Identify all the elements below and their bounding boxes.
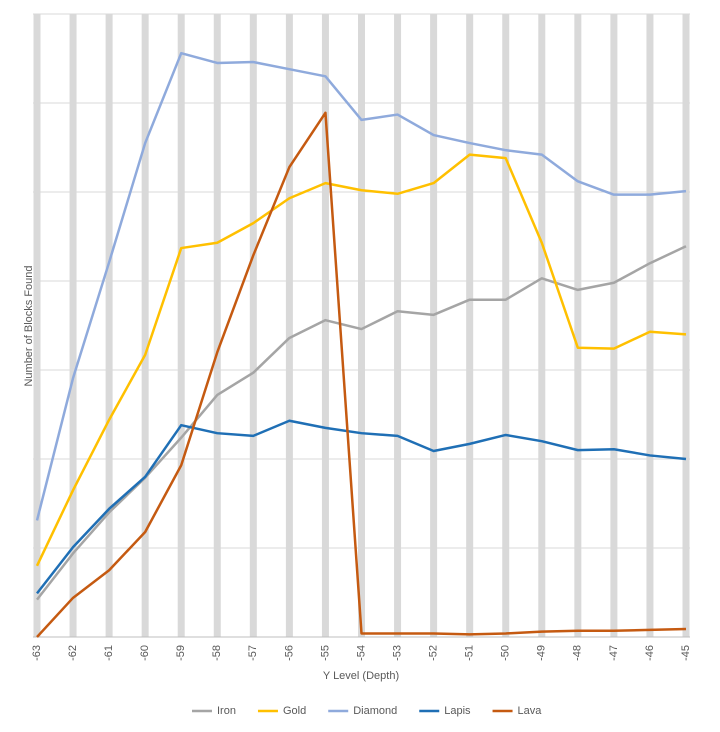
legend-label: Lapis — [444, 705, 471, 717]
x-tick-label: -61 — [103, 645, 115, 661]
legend-label: Diamond — [353, 705, 397, 717]
legend-label: Gold — [283, 705, 306, 717]
x-tick-label: -59 — [175, 645, 187, 661]
x-tick-label: -63 — [31, 645, 43, 661]
series-line — [36, 419, 687, 595]
x-tick-label: -55 — [319, 645, 331, 661]
x-tick-label: -60 — [139, 645, 151, 661]
x-tick-label: -50 — [500, 645, 512, 661]
series-line — [35, 153, 687, 567]
series-line — [36, 111, 687, 638]
series-line — [35, 51, 687, 521]
x-tick-label: -56 — [283, 645, 295, 661]
x-tick-label: -45 — [680, 645, 692, 661]
legend-label: Iron — [217, 705, 236, 717]
x-tick-label: -58 — [211, 645, 223, 661]
x-tick-label: -48 — [572, 645, 584, 661]
x-tick-label: -47 — [608, 645, 620, 661]
y-axis-label: Number of Blocks Found — [23, 265, 35, 386]
x-tick-label: -46 — [644, 645, 656, 661]
x-tick-label: -51 — [464, 645, 476, 661]
x-axis-label: Y Level (Depth) — [323, 670, 399, 682]
x-tick-label: -57 — [247, 645, 259, 661]
x-tick-label: -54 — [355, 645, 367, 661]
legend-label: Lava — [518, 705, 543, 717]
x-tick-label: -52 — [428, 645, 440, 661]
x-tick-label: -62 — [67, 645, 79, 661]
x-tick-label: -49 — [536, 645, 548, 661]
x-tick-label: -53 — [391, 645, 403, 661]
